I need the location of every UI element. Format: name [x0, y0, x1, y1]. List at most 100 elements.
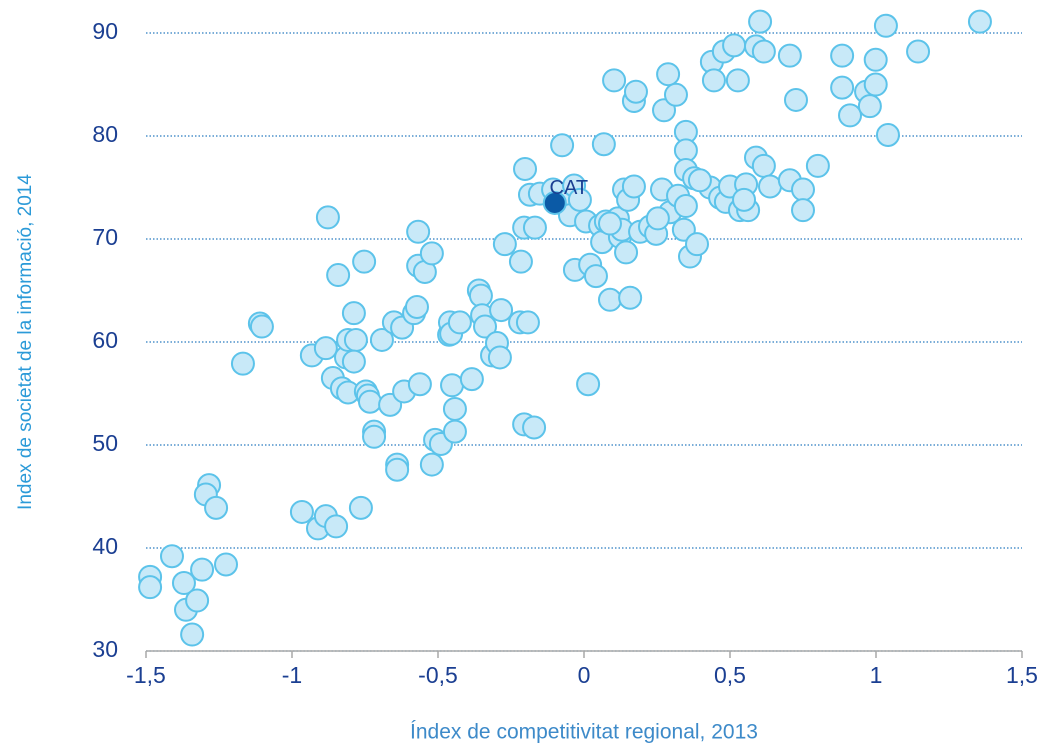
point	[159, 544, 184, 569]
point	[487, 345, 512, 370]
point	[725, 68, 750, 93]
point	[522, 415, 547, 440]
point	[407, 372, 432, 397]
point	[748, 9, 773, 34]
point	[751, 153, 776, 178]
point	[362, 424, 387, 449]
point	[138, 575, 163, 600]
point	[838, 103, 863, 128]
point	[791, 198, 815, 223]
point	[685, 232, 710, 257]
point	[805, 153, 830, 178]
point	[732, 187, 757, 212]
point	[352, 249, 377, 274]
point	[673, 194, 698, 219]
point	[515, 310, 540, 335]
x-axis-title: Índex de competitivitat regional, 2013	[410, 721, 758, 744]
point	[289, 499, 314, 524]
x-tick-label: -1	[282, 662, 302, 688]
y-tick-label: 60	[92, 327, 118, 353]
y-axis-title: Index de societat de la informació, 2014	[15, 174, 36, 510]
point	[597, 287, 622, 312]
point	[687, 168, 712, 193]
point	[967, 9, 992, 34]
x-tick-label: 0,5	[714, 662, 746, 688]
point	[602, 68, 627, 93]
y-tick-label: 50	[92, 430, 118, 456]
point	[447, 310, 472, 335]
x-tick-label: 0	[578, 662, 591, 688]
point	[357, 389, 382, 414]
point	[873, 13, 898, 38]
point	[906, 39, 931, 64]
point	[656, 62, 681, 87]
point	[783, 87, 808, 112]
point	[326, 263, 351, 288]
point	[618, 285, 643, 310]
point	[171, 571, 196, 596]
point	[513, 156, 538, 181]
point	[442, 419, 467, 444]
point	[663, 82, 688, 107]
point	[324, 514, 349, 539]
point	[791, 177, 815, 202]
point	[508, 249, 533, 274]
x-tick-label: 1	[870, 662, 883, 688]
point	[522, 215, 547, 240]
point	[315, 205, 340, 230]
point	[230, 351, 255, 376]
point	[623, 79, 648, 104]
point	[185, 588, 210, 613]
point	[313, 336, 338, 361]
y-tick-label: 90	[92, 18, 118, 44]
point	[591, 132, 616, 157]
y-tick-label: 80	[92, 121, 118, 147]
x-tick-label: 1,5	[1006, 662, 1038, 688]
point	[492, 232, 517, 257]
point	[180, 622, 205, 647]
point	[751, 39, 776, 64]
point	[567, 187, 592, 212]
point	[614, 240, 639, 265]
point	[758, 174, 783, 199]
point	[341, 349, 366, 374]
point	[863, 47, 888, 72]
highlight-point	[542, 190, 567, 215]
point	[875, 122, 900, 147]
point	[406, 219, 431, 244]
point	[440, 373, 465, 398]
point	[645, 206, 670, 231]
y-tick-label: 70	[92, 224, 118, 250]
point	[404, 294, 429, 319]
point	[249, 314, 274, 339]
point	[722, 33, 747, 58]
point	[863, 72, 888, 97]
point	[597, 211, 622, 236]
y-tick-label: 40	[92, 533, 118, 559]
point	[777, 43, 802, 68]
point	[369, 327, 394, 352]
point	[857, 94, 882, 119]
point	[343, 327, 368, 352]
point	[621, 174, 646, 199]
point	[459, 367, 484, 392]
point	[419, 241, 444, 266]
point	[830, 75, 855, 100]
point	[348, 495, 373, 520]
point	[583, 264, 608, 289]
point	[576, 372, 601, 397]
x-tick-label: -1,5	[126, 662, 166, 688]
point	[214, 552, 239, 577]
point	[442, 396, 467, 421]
point	[419, 452, 444, 477]
point	[341, 301, 366, 326]
point	[489, 298, 514, 323]
point	[473, 314, 498, 339]
y-tick-label: 30	[92, 636, 118, 662]
point	[204, 495, 229, 520]
point	[550, 133, 575, 158]
point	[190, 557, 215, 582]
highlight-label: CAT	[550, 177, 589, 199]
